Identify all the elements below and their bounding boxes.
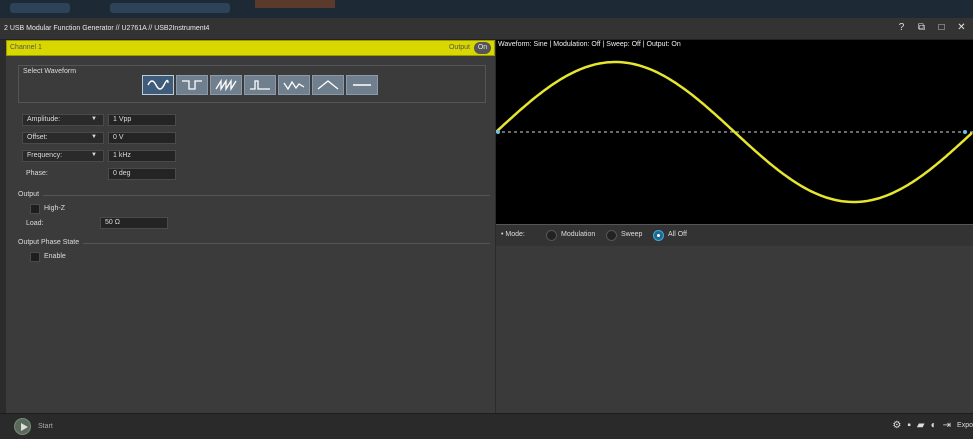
sine-icon	[147, 79, 169, 90]
frequency-label: Frequency:	[27, 152, 63, 159]
amplitude-select[interactable]: Amplitude: ▼	[22, 114, 104, 126]
amplitude-input[interactable]: 1 Vpp	[108, 114, 176, 126]
start-button[interactable]	[14, 418, 31, 435]
status-bar: Start ⚙ ▪ ▰ ◐ ⇥ Expo	[0, 413, 973, 439]
settings-icon[interactable]: ⚙	[892, 420, 902, 431]
help-icon[interactable]: ?	[898, 22, 905, 33]
waveform-display: Waveform: Sine | Modulation: Off | Sweep…	[496, 40, 973, 224]
pulse-icon	[250, 80, 270, 90]
amplitude-label: Amplitude:	[27, 116, 61, 123]
modulation-radio[interactable]	[546, 230, 557, 241]
output-phase-state-title: Output Phase State	[18, 239, 84, 246]
triangle-icon	[317, 80, 339, 90]
mode-label-text: Mode:	[505, 231, 525, 238]
triangle-wave-button[interactable]	[312, 75, 344, 95]
open-folder-icon[interactable]: ▰	[916, 420, 925, 431]
dropdown-arrow-icon: ▼	[91, 134, 97, 140]
sawtooth-icon	[215, 79, 237, 91]
popout-icon[interactable]: ⧉	[917, 22, 926, 33]
arbitrary-wave-button[interactable]	[278, 75, 310, 95]
dc-icon	[353, 84, 371, 86]
highz-checkbox[interactable]	[30, 204, 40, 214]
arbitrary-icon	[283, 80, 305, 91]
offset-select[interactable]: Offset: ▼	[22, 132, 104, 144]
all-off-label: All Off	[668, 231, 687, 238]
export-label[interactable]: Expo	[957, 422, 973, 429]
enable-checkbox[interactable]	[30, 252, 40, 262]
phase-input[interactable]: 0 deg	[108, 168, 176, 180]
taskbar-item[interactable]	[110, 3, 230, 13]
load-label: Load:	[26, 220, 44, 227]
dc-wave-button[interactable]	[346, 75, 378, 95]
output-section: Output	[18, 191, 490, 199]
export-icon[interactable]: ⇥	[942, 420, 952, 431]
info-icon[interactable]: ◐	[930, 420, 937, 431]
trace-end-marker	[963, 130, 967, 134]
mode-bar: • Mode: Modulation Sweep All Off	[496, 224, 973, 246]
select-waveform-legend: Select Waveform	[23, 68, 77, 75]
window-titlebar: 2 USB Modular Function Generator // U276…	[0, 18, 973, 40]
taskbar-accent	[255, 0, 335, 8]
sweep-label: Sweep	[621, 231, 643, 238]
output-phase-state-section: Output Phase State	[18, 239, 490, 247]
enable-label: Enable	[44, 253, 66, 260]
mode-label: • Mode:	[501, 231, 525, 238]
control-panel: Channel 1 Output On Select Waveform	[6, 40, 495, 413]
all-off-radio[interactable]	[653, 230, 664, 241]
sweep-radio[interactable]	[606, 230, 617, 241]
offset-input[interactable]: 0 V	[108, 132, 176, 144]
highz-label: High-Z	[44, 205, 66, 212]
channel-label: Channel 1	[10, 44, 42, 51]
dropdown-arrow-icon: ▼	[91, 116, 97, 122]
square-wave-icon	[182, 80, 202, 90]
dropdown-arrow-icon: ▼	[91, 152, 97, 158]
close-icon[interactable]: ✕	[957, 22, 966, 33]
save-icon[interactable]: ▪	[907, 420, 911, 431]
taskbar-item[interactable]	[10, 3, 70, 13]
square-wave-button[interactable]	[176, 75, 208, 95]
window-title: 2 USB Modular Function Generator // U276…	[4, 25, 210, 32]
section-divider	[18, 195, 490, 196]
waveform-plot	[496, 60, 973, 204]
trace-start-marker	[496, 130, 500, 134]
select-waveform-group: Select Waveform	[18, 65, 486, 103]
sine-wave-button[interactable]	[142, 75, 174, 95]
channel-bar: Channel 1 Output On	[6, 40, 495, 56]
frequency-input[interactable]: 1 kHz	[108, 150, 176, 162]
output-section-title: Output	[18, 191, 44, 198]
output-toggle-button[interactable]: On	[474, 42, 491, 54]
start-label: Start	[38, 423, 53, 430]
sine-trace	[496, 60, 973, 204]
desktop-top-strip	[0, 0, 973, 18]
modulation-label: Modulation	[561, 231, 596, 238]
offset-label: Offset:	[27, 134, 48, 141]
frequency-select[interactable]: Frequency: ▼	[22, 150, 104, 162]
maximize-icon[interactable]: □	[938, 22, 945, 33]
sawtooth-wave-button[interactable]	[210, 75, 242, 95]
pulse-wave-button[interactable]	[244, 75, 276, 95]
output-label: Output	[448, 44, 470, 51]
load-input[interactable]: 50 Ω	[100, 217, 168, 229]
phase-label: Phase:	[26, 170, 48, 177]
waveform-info-text: Waveform: Sine | Modulation: Off | Sweep…	[498, 41, 681, 48]
section-divider	[18, 243, 490, 244]
display-panel: Waveform: Sine | Modulation: Off | Sweep…	[496, 40, 973, 413]
